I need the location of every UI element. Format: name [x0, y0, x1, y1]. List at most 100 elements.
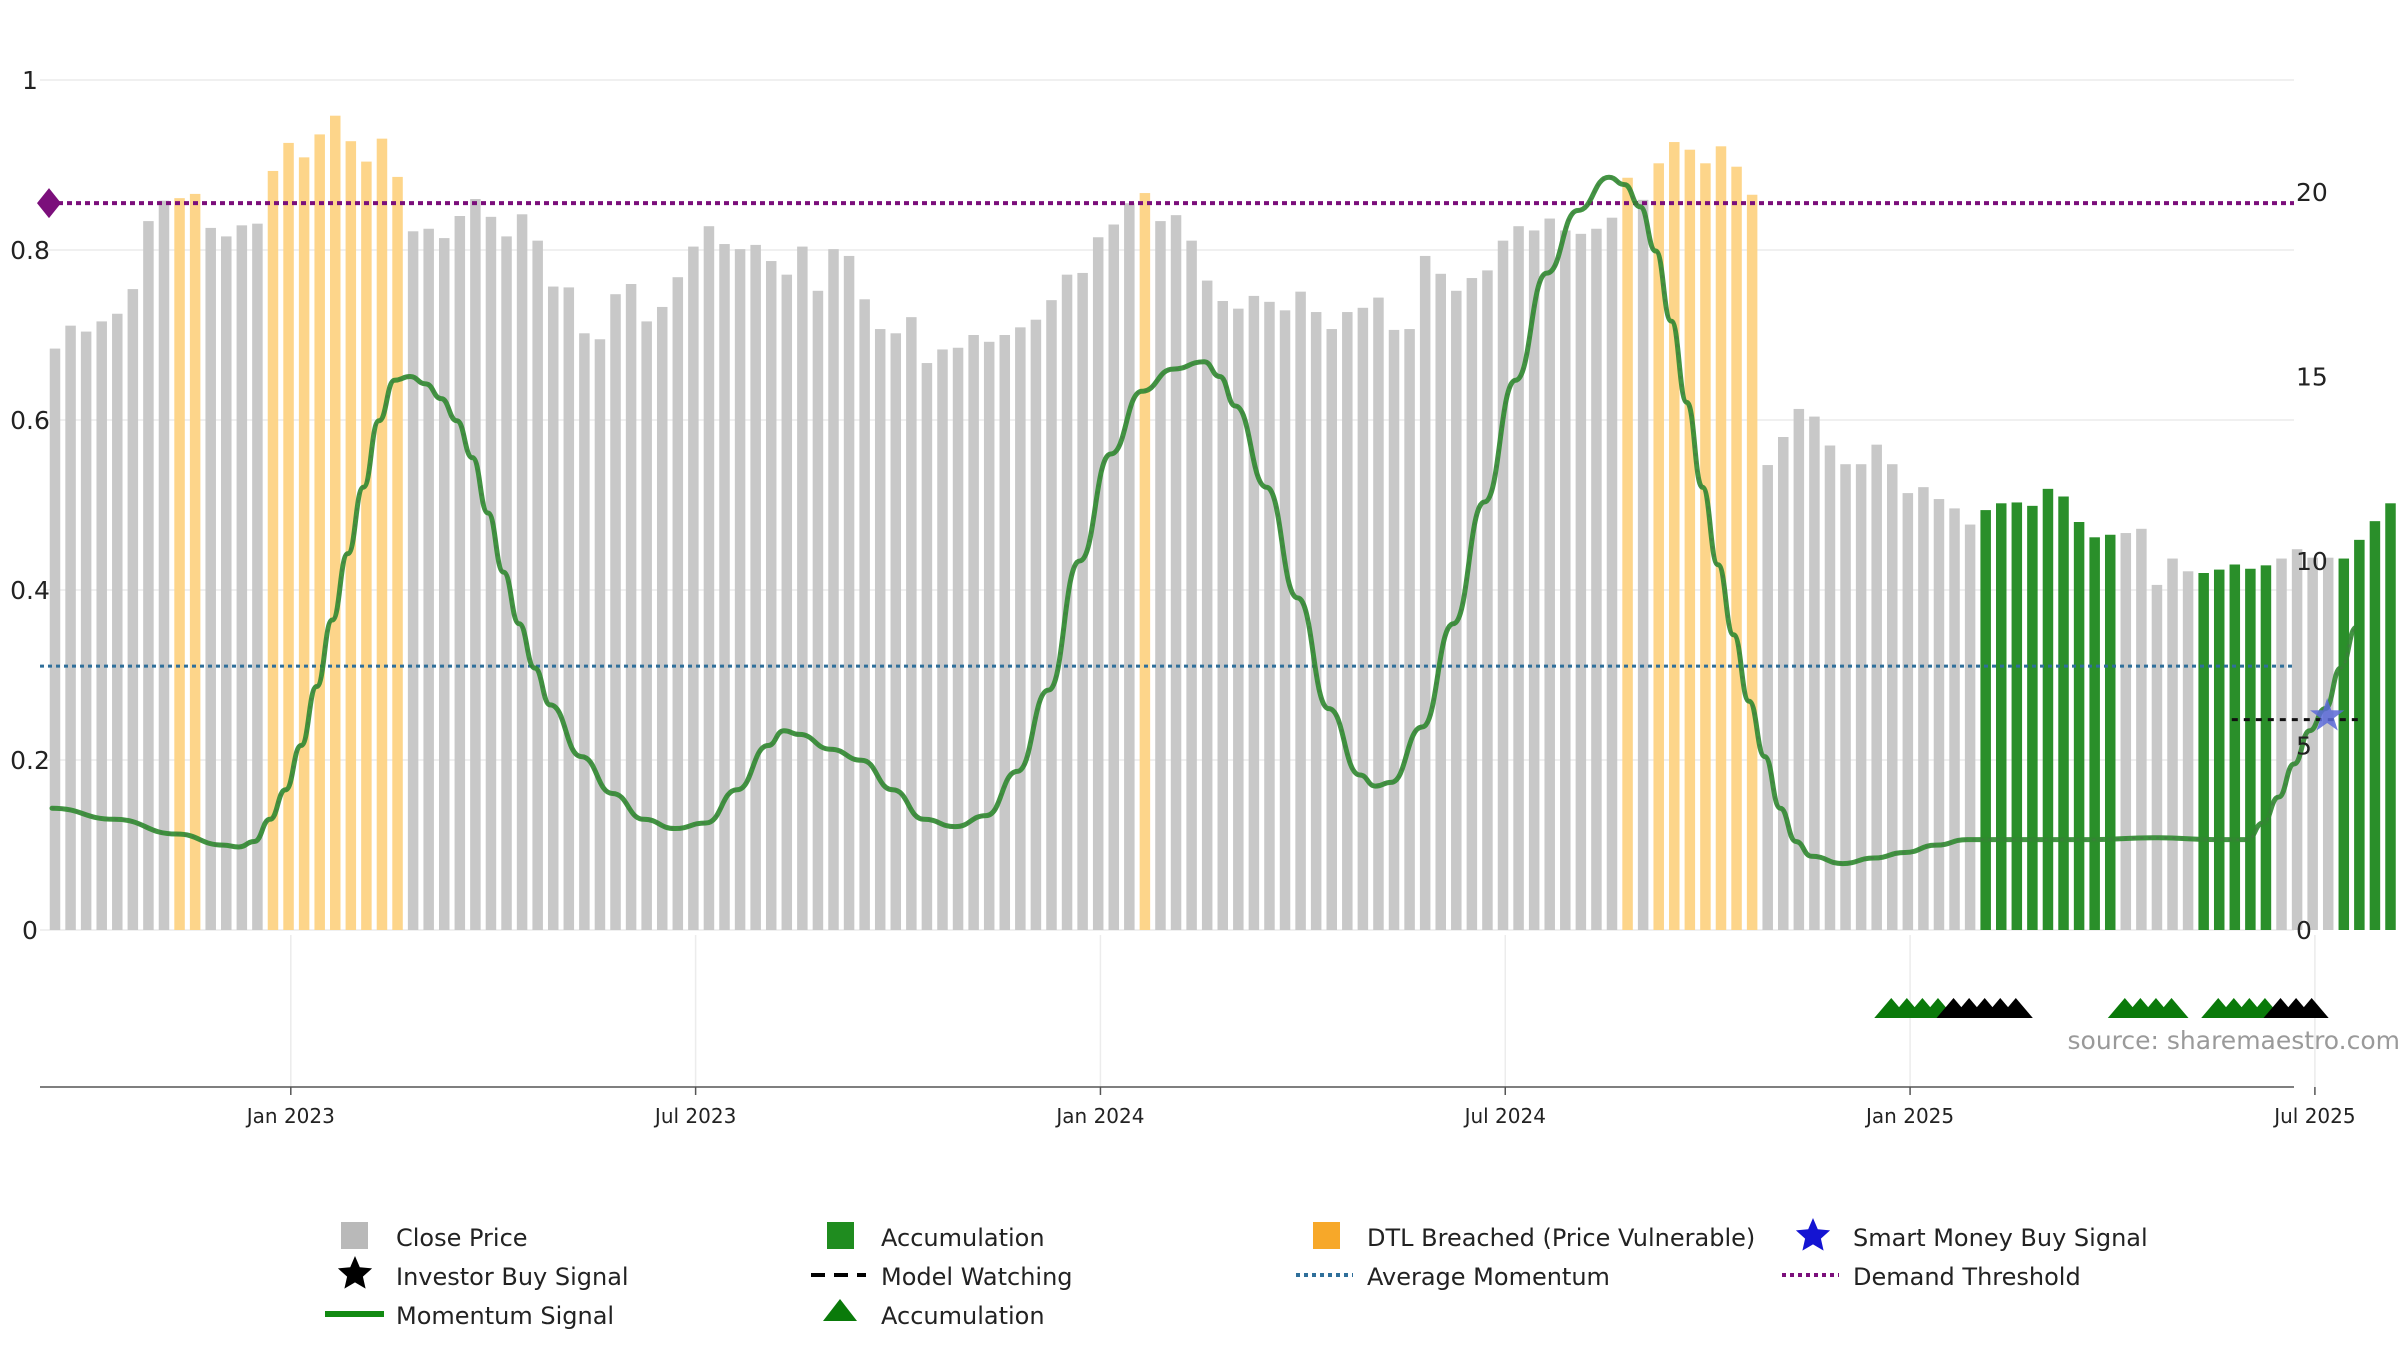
- close-price-bar: [672, 277, 684, 930]
- close-price-bar: [314, 134, 325, 930]
- close-price-bar: [189, 193, 201, 930]
- close-price-bar: [1357, 307, 1369, 930]
- close-price-bar: [1653, 163, 1664, 931]
- close-price-bar: [1902, 493, 1914, 930]
- investor-buy-triangle-icon: [1998, 998, 2033, 1018]
- legend-item-average-momentum: Average Momentum: [1296, 1263, 1610, 1291]
- right-axis-tick-label: 10: [2296, 547, 2328, 576]
- x-axis-tick-label: Jul 2023: [653, 1104, 736, 1128]
- close-price-bar: [1684, 149, 1696, 930]
- close-price-bar: [1855, 464, 1867, 930]
- close-price-bar: [1700, 163, 1711, 931]
- close-price-bar: [2058, 496, 2069, 930]
- close-price-bar: [1949, 508, 1960, 930]
- close-price-bar: [1077, 272, 1088, 930]
- legend-swatch-gray-square: [341, 1222, 368, 1249]
- legend-label: Accumulation: [881, 1224, 1045, 1252]
- left-axis-tick-label: 0: [22, 916, 38, 945]
- legend-swatch-green-square: [827, 1222, 854, 1249]
- close-price-bar: [2229, 564, 2241, 930]
- close-price-bar: [1310, 312, 1322, 930]
- close-price-bar: [547, 286, 559, 930]
- close-price-bar: [236, 225, 248, 931]
- x-axis-tick-label: Jan 2025: [1864, 1104, 1954, 1128]
- close-price-bar: [656, 306, 668, 930]
- close-price-bar: [2167, 558, 2178, 930]
- close-price-bar: [2260, 565, 2272, 930]
- right-axis-tick-label: 20: [2296, 178, 2328, 207]
- legend-item-investor-buy: Investor Buy Signal: [337, 1256, 629, 1291]
- close-price-bar: [127, 289, 139, 931]
- close-price-bar: [579, 333, 590, 930]
- close-price-bar: [719, 244, 730, 931]
- close-price-bar: [267, 170, 279, 930]
- close-price-bar: [1124, 203, 1135, 930]
- close-price-bar: [1840, 464, 1851, 930]
- close-price-bar: [1295, 291, 1306, 930]
- x-axis-tick-label: Jan 2024: [1054, 1104, 1144, 1128]
- close-price-bar: [330, 115, 341, 930]
- close-price-bar: [2338, 558, 2350, 930]
- legend-swatch-orange-square: [1313, 1222, 1340, 1249]
- close-price-bar: [2182, 571, 2194, 930]
- x-axis-tick-label: Jan 2023: [245, 1104, 335, 1128]
- legend-item-smart-money: Smart Money Buy Signal: [1795, 1218, 2148, 1252]
- close-price-bar: [2151, 584, 2163, 930]
- close-price-bar: [688, 246, 699, 931]
- close-price-bar: [812, 290, 824, 930]
- close-price-bar: [1715, 146, 1727, 931]
- close-price-bar: [859, 299, 870, 930]
- legend-swatch-blue-star-icon: [1795, 1218, 1831, 1251]
- demand-threshold-marker: [37, 188, 61, 219]
- close-price-bar: [983, 341, 995, 930]
- close-price-bar: [392, 176, 403, 930]
- close-price-bar: [407, 231, 419, 931]
- legend-label: Investor Buy Signal: [396, 1263, 629, 1291]
- legend-label: Momentum Signal: [396, 1302, 614, 1330]
- close-price-bar: [1778, 437, 1789, 930]
- close-price-bar: [1591, 228, 1602, 930]
- close-price-bar: [921, 363, 933, 930]
- close-price-bar: [1435, 273, 1446, 930]
- close-price-bar: [1217, 301, 1228, 930]
- close-price-bar: [1793, 408, 1805, 930]
- close-price-bar: [532, 240, 543, 930]
- close-price-bar: [1528, 230, 1540, 930]
- close-price-bar: [625, 284, 637, 930]
- close-price-bar: [80, 331, 92, 931]
- close-price-bar: [2136, 528, 2147, 930]
- signal-markers: [1874, 698, 2345, 1018]
- close-price-bar: [2104, 534, 2116, 930]
- legend-label: Smart Money Buy Signal: [1853, 1224, 2148, 1252]
- close-price-bar: [485, 216, 497, 931]
- close-price-bar: [641, 321, 652, 930]
- legend-item-demand-threshold: Demand Threshold: [1782, 1263, 2081, 1291]
- close-price-bar: [1046, 300, 1057, 930]
- close-price-bar: [1108, 224, 1120, 930]
- close-price-bar: [1731, 166, 1742, 930]
- close-price-bar: [750, 244, 761, 930]
- legend-item-momentum-signal: Momentum Signal: [325, 1302, 614, 1330]
- close-price-bar: [734, 249, 746, 930]
- close-price-bar: [828, 249, 839, 930]
- close-price-bar: [1996, 503, 2007, 930]
- close-price-bar: [2385, 503, 2396, 930]
- close-price-bar: [345, 141, 357, 930]
- close-price-bar: [2245, 568, 2256, 930]
- close-price-bar: [1139, 193, 1151, 931]
- close-price-bar: [1918, 487, 1929, 930]
- close-price-bar: [843, 255, 855, 930]
- legend-item-accumulation-triangle: Accumulation: [823, 1299, 1045, 1330]
- investor-buy-triangle-icon: [2294, 998, 2329, 1018]
- close-price-bar: [797, 246, 808, 931]
- close-price-bar: [1092, 237, 1104, 930]
- close-price-bar: [2198, 573, 2209, 930]
- close-price-bar: [516, 214, 528, 931]
- accumulation-triangle-icon: [2154, 998, 2189, 1018]
- close-price-bar: [1264, 301, 1275, 931]
- left-axis-tick-label: 0.4: [10, 576, 50, 605]
- close-price-bar: [423, 228, 434, 930]
- left-axis-tick-label: 0.8: [10, 236, 50, 265]
- close-price-bar: [2354, 539, 2365, 930]
- close-price-bar: [610, 294, 621, 930]
